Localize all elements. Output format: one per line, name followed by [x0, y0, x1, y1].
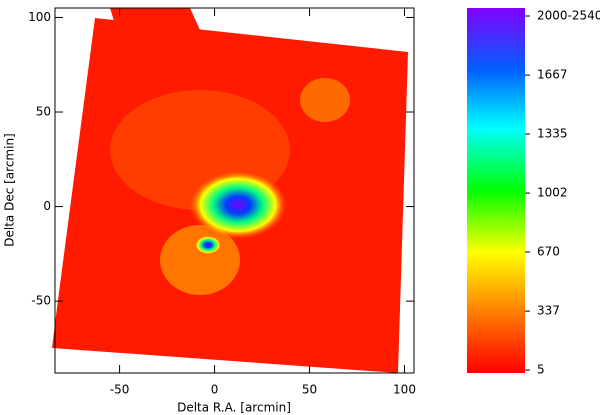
colorbar-tick-label: 5 — [537, 363, 545, 377]
colorbar-tick-label: 1667 — [537, 68, 568, 82]
x-axis-label: Delta R.A. [arcmin] — [177, 401, 291, 415]
colorbar — [467, 8, 525, 373]
y-tick-label: 50 — [36, 105, 51, 119]
colorbar-tick-label: 337 — [537, 304, 560, 318]
plot-frame — [54, 7, 415, 374]
y-tick-label: 0 — [43, 199, 51, 213]
x-tick-label: 50 — [302, 383, 317, 397]
colorbar-tick-label: 670 — [537, 245, 560, 259]
x-tick-label: 0 — [211, 383, 219, 397]
x-tick-label: 100 — [393, 383, 416, 397]
image-map — [52, 8, 408, 373]
x-tick-label: -50 — [110, 383, 130, 397]
y-axis-label: Delta Dec [arcmin] — [3, 133, 17, 246]
colorbar-tick-label: 1002 — [537, 186, 568, 200]
colorbar-tick-label: 1335 — [537, 127, 568, 141]
colorbar-tick-label: 2000-25400 — [537, 9, 600, 23]
y-tick-label: 100 — [28, 10, 51, 24]
y-tick-label: -50 — [31, 294, 51, 308]
